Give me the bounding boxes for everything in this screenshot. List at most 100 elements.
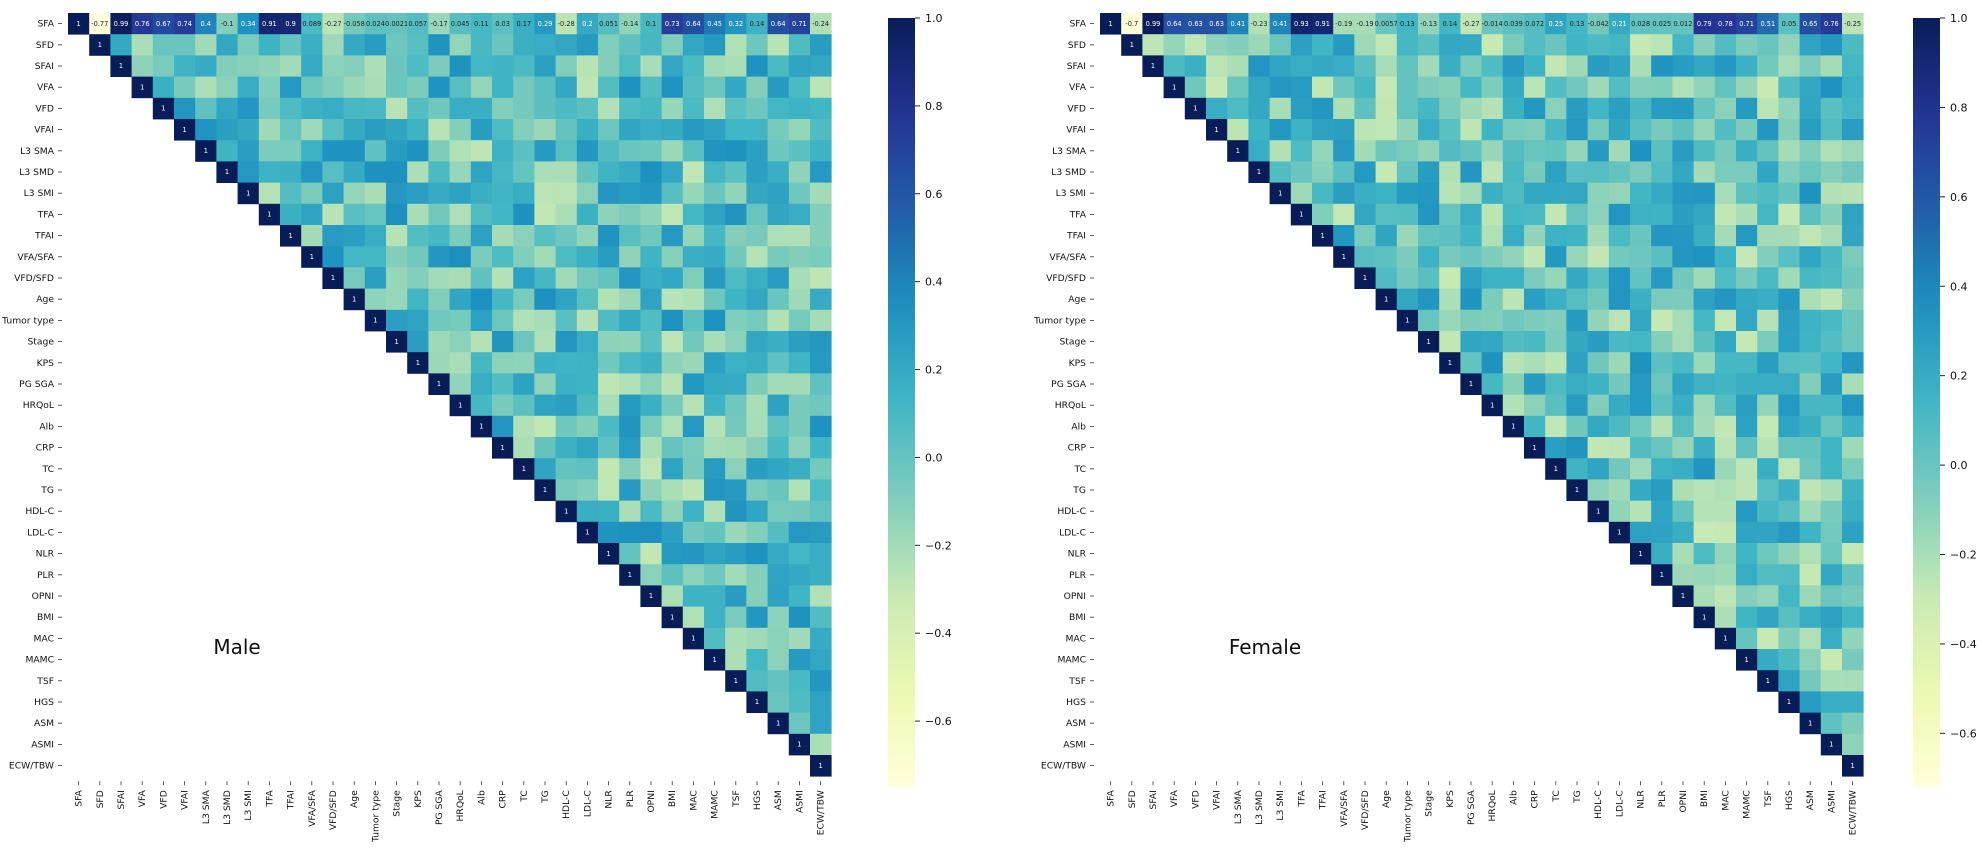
- heatmap-cell: [449, 161, 472, 183]
- heatmap-cell: [322, 267, 344, 289]
- heatmap-cell: [492, 97, 514, 120]
- heatmap-cell: [788, 712, 811, 735]
- heatmap-cell: [322, 76, 344, 99]
- heatmap-cell: [152, 34, 175, 56]
- heatmap-cell: [1396, 203, 1419, 226]
- heatmap-cell: [1312, 34, 1334, 56]
- heatmap-cell: [1333, 246, 1355, 268]
- heatmap-cell: [1820, 97, 1843, 120]
- heatmap-cell: [725, 458, 747, 480]
- heatmap-cell: [1439, 55, 1461, 77]
- heatmap-cell: [767, 352, 790, 374]
- heatmap-cell: [725, 225, 747, 247]
- heatmap-cell: [1736, 458, 1758, 480]
- heatmap-cell: [1820, 712, 1843, 735]
- heatmap-cell: [788, 97, 811, 120]
- x-tick-label: HRQoL: [455, 789, 466, 821]
- heatmap-cell: [682, 140, 705, 162]
- heatmap-cell: [1842, 712, 1864, 735]
- heatmap-cell: [1714, 585, 1737, 607]
- heatmap-cell: [1842, 733, 1864, 756]
- heatmap-cell: [1418, 182, 1440, 205]
- heatmap-cell: [1714, 119, 1737, 141]
- cell-label: 1: [734, 677, 738, 685]
- heatmap-cell: [682, 76, 705, 99]
- heatmap-cell: [1566, 246, 1588, 268]
- heatmap-cell: [767, 13, 790, 35]
- heatmap-cell: [598, 246, 620, 268]
- heatmap-cell: [598, 13, 620, 35]
- y-tick-label: TFAI: [34, 231, 54, 242]
- heatmap-cell: [152, 76, 175, 99]
- heatmap-cell: [704, 649, 726, 671]
- x-tick-label: TSF: [731, 790, 742, 808]
- heatmap-cell: [1672, 267, 1694, 289]
- heatmap-cell: [364, 13, 387, 35]
- heatmap-cell: [407, 13, 429, 35]
- heatmap-cell: [1524, 267, 1546, 289]
- heatmap-cell: [470, 415, 493, 438]
- heatmap-cell: [513, 437, 535, 459]
- heatmap-cell: [682, 203, 705, 226]
- cell-label: 1: [352, 295, 356, 303]
- heatmap-cell: [1502, 267, 1525, 289]
- heatmap-cell: [598, 479, 620, 501]
- heatmap-cell: [767, 203, 790, 226]
- heatmap-cell: [682, 13, 705, 35]
- heatmap-cell: [1608, 479, 1631, 501]
- heatmap-cell: [1714, 97, 1737, 120]
- heatmap-cell: [704, 119, 726, 141]
- heatmap-cell: [576, 13, 599, 35]
- colorbar-tick-label: 0.2: [1950, 370, 1968, 383]
- y-tick-label: HGS: [34, 697, 54, 708]
- heatmap-cell: [810, 500, 832, 523]
- heatmap-cell: [1799, 627, 1822, 650]
- cell-label: 1: [161, 105, 165, 113]
- x-tick-label: TFAI: [1318, 790, 1329, 810]
- heatmap-cell: [1312, 203, 1334, 226]
- heatmap-cell: [1502, 309, 1525, 332]
- heatmap-cell: [1820, 670, 1843, 692]
- heatmap-cell: [1693, 331, 1716, 353]
- heatmap-cell: [1375, 288, 1398, 311]
- heatmap-cell: [598, 309, 620, 332]
- heatmap-cell: [1820, 564, 1843, 586]
- heatmap-cell: [322, 119, 344, 141]
- heatmap-cell: [810, 13, 832, 35]
- heatmap-cell: [725, 649, 747, 671]
- heatmap-cell: [1820, 140, 1843, 162]
- heatmap-cell: [513, 394, 535, 417]
- heatmap-cell: [534, 288, 556, 311]
- heatmap-cell: [1333, 13, 1355, 35]
- colorbar-tick-label: −0.4: [925, 627, 952, 640]
- heatmap-cell: [1693, 76, 1716, 99]
- cell-label: 1: [776, 719, 780, 727]
- heatmap-cell: [1502, 394, 1525, 417]
- heatmap-cell: [746, 288, 768, 311]
- heatmap-cell: [746, 309, 768, 332]
- heatmap-cell: [407, 331, 429, 353]
- heatmap-cell: [301, 13, 323, 35]
- heatmap-cell: [555, 415, 578, 438]
- heatmap-cell: [1757, 288, 1779, 311]
- heatmap-cell: [258, 161, 281, 183]
- heatmap-cell: [555, 288, 578, 311]
- heatmap-cell: [364, 225, 387, 247]
- x-tick-label: SFAI: [1148, 790, 1159, 809]
- heatmap-cell: [1248, 119, 1270, 141]
- heatmap-cell: [1630, 76, 1652, 99]
- heatmap-cell: [788, 691, 811, 713]
- heatmap-cell: [1736, 119, 1758, 141]
- heatmap-cell: [1630, 437, 1652, 459]
- heatmap-cell: [1736, 585, 1758, 607]
- heatmap-cell: [449, 331, 472, 353]
- heatmap-cell: [767, 500, 790, 523]
- heatmap-cell: [1418, 55, 1440, 77]
- heatmap-cell: [682, 585, 705, 607]
- y-tick-label: LDL-C: [27, 527, 54, 538]
- colorbar-tick-label: 0.8: [925, 100, 943, 113]
- x-tick-label: L3 SMD: [222, 790, 233, 825]
- heatmap-cell: [1545, 225, 1567, 247]
- heatmap-cell: [1587, 309, 1610, 332]
- heatmap-cell: [1333, 34, 1355, 56]
